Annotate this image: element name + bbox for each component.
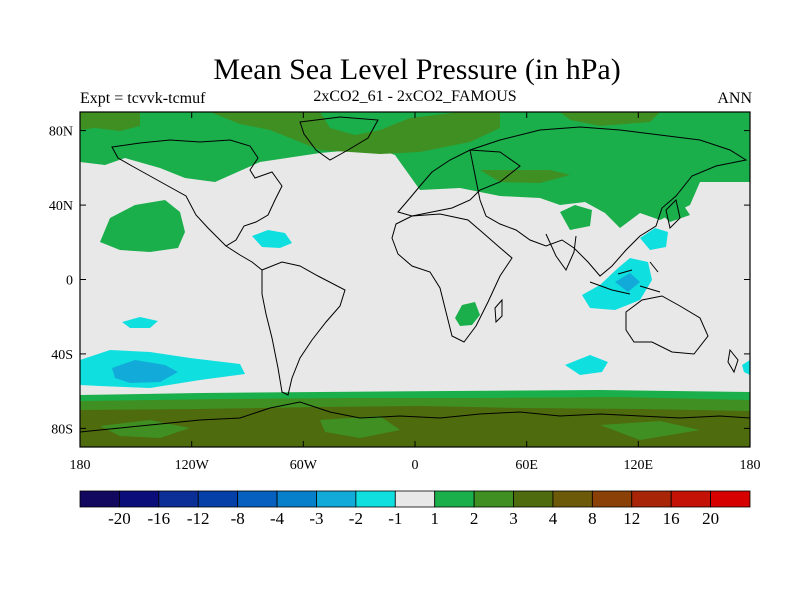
coastline-greenland xyxy=(299,116,379,161)
x-tick-label: 60W xyxy=(290,458,318,473)
north-pacific-positive xyxy=(100,200,185,252)
colorbar-swatch xyxy=(394,490,436,508)
colorbar-swatch xyxy=(276,490,317,508)
arctic-darker-region xyxy=(210,112,500,154)
colorbar-label: 2 xyxy=(470,509,479,528)
coastline-asia xyxy=(469,126,748,277)
colorbar-swatch xyxy=(710,490,751,508)
x-tick-labels: 180 120W 60W 0 60E 120E 180 xyxy=(70,458,761,473)
arctic-darker-region xyxy=(80,112,140,131)
caribbean-negative xyxy=(252,230,292,248)
colorbar-swatch xyxy=(197,490,239,508)
coastline-central-america xyxy=(225,245,263,271)
arctic-darker-region xyxy=(560,112,660,126)
colorbar-swatch xyxy=(434,490,475,508)
colorbar-label: 1 xyxy=(430,509,439,528)
colorbar-swatch xyxy=(355,490,396,508)
antarctic-strong xyxy=(80,406,750,447)
coastline-indonesia xyxy=(589,261,661,295)
coastline-africa xyxy=(391,213,513,343)
colorbar: -20 -16 -12 -8 -4 -3 -2 -1 1 2 3 4 8 12 16 20 xyxy=(79,490,751,528)
colorbar-swatch xyxy=(513,490,554,508)
colorbar-label: -1 xyxy=(388,509,402,528)
coastline-india xyxy=(545,233,577,272)
indonesia-darker xyxy=(615,273,640,292)
maritime-continent-negative xyxy=(582,258,652,310)
colorbar-label: -12 xyxy=(187,509,210,528)
coastline-new-zealand xyxy=(727,348,739,374)
southern-africa-positive xyxy=(455,302,480,326)
colorbar-swatch xyxy=(79,490,120,508)
colorbar-swatch xyxy=(670,490,711,508)
south-pacific-core xyxy=(112,360,178,383)
y-tick-marks xyxy=(80,130,750,429)
south-indian-negative xyxy=(565,355,608,375)
colorbar-label: 20 xyxy=(702,509,719,528)
colorbar-label: 16 xyxy=(663,509,680,528)
west-pacific-negative xyxy=(640,228,668,250)
season-label: ANN xyxy=(717,90,752,107)
coastline-south-america xyxy=(261,261,346,396)
coastline-madagascar xyxy=(494,298,503,324)
x-tick-label: 180 xyxy=(70,458,91,473)
y-tick-label: 80S xyxy=(51,422,73,437)
colorbar-swatch xyxy=(473,490,514,508)
coastline-north-america xyxy=(111,139,283,247)
colorbar-swatch xyxy=(631,490,672,508)
x-tick-label: 120E xyxy=(624,458,654,473)
colorbar-swatch xyxy=(591,490,633,508)
colorbar-label: -4 xyxy=(270,509,285,528)
x-tick-label: 180 xyxy=(740,458,761,473)
y-tick-labels: 80N 40N 0 40S 80S xyxy=(49,125,73,438)
colorbar-swatch xyxy=(316,490,357,508)
colorbar-label: 12 xyxy=(623,509,640,528)
x-tick-label: 60E xyxy=(515,458,538,473)
coastlines xyxy=(80,116,750,433)
x-tick-label: 120W xyxy=(175,458,210,473)
colorbar-swatch xyxy=(119,490,160,508)
colorbar-label: 8 xyxy=(588,509,597,528)
x-tick-label: 0 xyxy=(412,458,419,473)
antarctic-patches xyxy=(100,420,190,438)
coastline-australia xyxy=(625,295,709,355)
colorbar-label: -16 xyxy=(147,509,170,528)
south-atlantic-negative xyxy=(742,360,750,375)
colorbar-label: 3 xyxy=(509,509,518,528)
south-pacific-negative-small xyxy=(122,317,158,328)
colorbar-label: 4 xyxy=(549,509,558,528)
comparison-label: 2xCO2_61 - 2xCO2_FAMOUS xyxy=(313,88,517,105)
y-tick-label: 40N xyxy=(49,199,73,214)
colorbar-swatch xyxy=(552,490,593,508)
x-tick-marks xyxy=(79,112,751,447)
coastline-antarctica xyxy=(80,401,750,433)
arctic-positive-region xyxy=(80,112,750,228)
colorbar-label: -8 xyxy=(231,509,245,528)
y-tick-label: 80N xyxy=(49,125,73,140)
y-tick-label: 40S xyxy=(51,348,73,363)
colorbar-label: -20 xyxy=(108,509,131,528)
y-tick-label: 0 xyxy=(66,274,73,289)
antarctic-patches xyxy=(600,421,700,440)
contour-fills xyxy=(80,112,750,447)
coastline-japan xyxy=(665,199,681,229)
map-title: Mean Sea Level Pressure (in hPa) xyxy=(213,53,621,86)
colorbar-swatch xyxy=(237,490,278,508)
experiment-label: Expt = tcvvk-tcmuf xyxy=(80,90,206,107)
antarctic-patches xyxy=(320,416,400,438)
colorbar-label: -2 xyxy=(349,509,363,528)
east-asia-positive xyxy=(560,205,592,230)
colorbar-label: -3 xyxy=(309,509,323,528)
colorbar-swatch xyxy=(158,490,199,508)
coastline-europe xyxy=(397,149,521,217)
